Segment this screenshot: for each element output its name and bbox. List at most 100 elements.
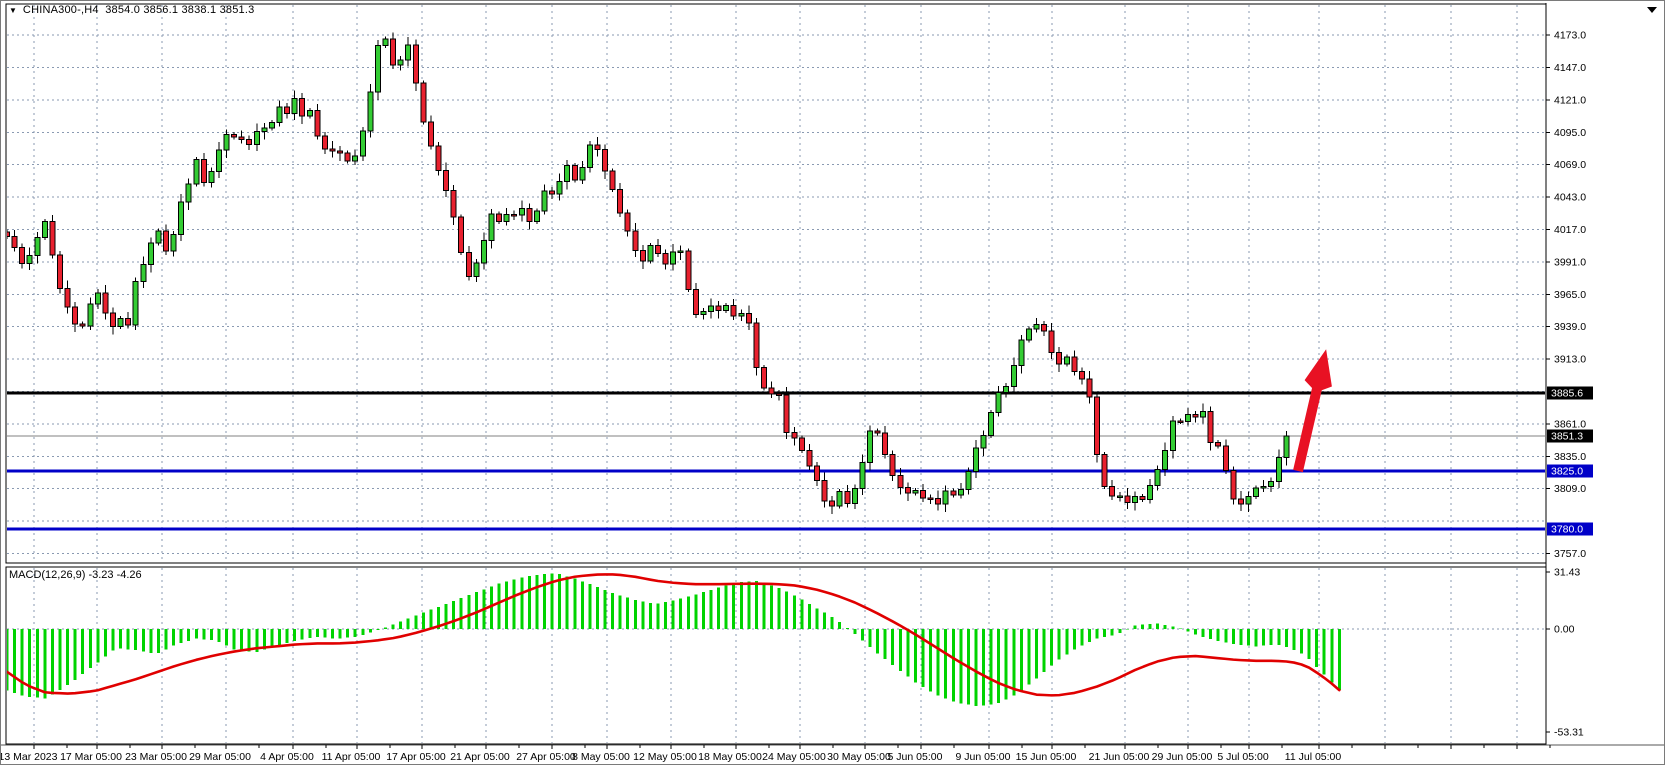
candle-bullish xyxy=(851,488,858,505)
candle-bearish xyxy=(806,450,813,467)
up-arrow-shape xyxy=(1293,349,1332,473)
candle-bearish xyxy=(1094,396,1101,456)
candle-bearish xyxy=(685,250,692,291)
price-axis-label: 3757.0 xyxy=(1554,548,1586,560)
candle-bullish xyxy=(541,190,548,212)
price-axis-label: 4017.0 xyxy=(1554,224,1586,236)
candle-bullish xyxy=(382,38,389,46)
candle-bullish xyxy=(185,183,192,203)
time-axis-label: 23 Mar 05:00 xyxy=(125,751,187,763)
candle-bearish xyxy=(79,323,86,327)
candle-bearish xyxy=(571,164,578,181)
candle-bullish xyxy=(405,44,412,61)
candle-bullish xyxy=(261,127,268,132)
candle-bullish xyxy=(1268,481,1275,488)
candle-bullish xyxy=(1025,328,1032,341)
candle-bearish xyxy=(1230,469,1237,500)
candle-bearish xyxy=(624,212,631,232)
candle-bearish xyxy=(11,235,18,248)
ohlc-open: 3854.0 xyxy=(105,4,141,16)
candle-bearish xyxy=(844,491,851,505)
candle-bearish xyxy=(427,121,434,147)
price-axis-label: 4173.0 xyxy=(1554,30,1586,42)
candle-bullish xyxy=(518,208,525,216)
candle-bearish xyxy=(465,251,472,278)
candle-bullish xyxy=(178,201,185,236)
candle-bearish xyxy=(897,475,904,489)
price-axis-label: 3939.0 xyxy=(1554,321,1586,333)
candle-bullish xyxy=(980,435,987,449)
candle-bullish xyxy=(965,470,972,490)
price-axis-label: 4069.0 xyxy=(1554,159,1586,171)
candle-bearish xyxy=(1109,485,1116,497)
candle-bullish xyxy=(533,210,540,222)
candle-bullish xyxy=(1283,435,1290,458)
candle-bullish xyxy=(723,304,730,311)
time-axis-label: 5 Jul 05:00 xyxy=(1217,751,1269,763)
symbol-dropdown-icon[interactable]: ▼ xyxy=(9,5,17,15)
candle-bearish xyxy=(450,189,457,218)
candle-bullish xyxy=(912,489,919,494)
candle-bullish xyxy=(988,411,995,437)
candle-bearish xyxy=(745,312,752,324)
candle-bullish xyxy=(1275,456,1282,483)
macd-indicator-label: MACD(12,26,9) -3.23 -4.26 xyxy=(9,569,142,581)
candle-bearish xyxy=(344,152,351,162)
time-axis-label: 5 Jun 05:00 xyxy=(888,751,943,763)
candle-bearish xyxy=(753,322,760,369)
candle-bullish xyxy=(488,213,495,242)
candle-bearish xyxy=(1056,351,1063,365)
candle-bullish xyxy=(473,262,480,278)
candle-bullish xyxy=(193,158,200,185)
candle-bearish xyxy=(1071,356,1078,373)
candle-bearish xyxy=(829,500,836,507)
candle-bearish xyxy=(72,306,79,325)
candle-bullish xyxy=(1033,324,1040,330)
candle-bullish xyxy=(866,430,873,464)
candle-bullish xyxy=(1154,468,1161,486)
candle-bearish xyxy=(420,82,427,123)
candle-bullish xyxy=(957,488,964,496)
candle-bullish xyxy=(1169,420,1176,452)
candle-bearish xyxy=(874,430,881,434)
candle-bullish xyxy=(352,155,359,162)
candle-bearish xyxy=(1222,445,1229,471)
candle-bullish xyxy=(1131,496,1138,503)
price-level-badge xyxy=(1547,522,1593,536)
candle-bearish xyxy=(299,97,306,117)
price-level-badge xyxy=(1547,429,1593,443)
candle-bearish xyxy=(1078,371,1085,380)
price-axis-label: 4095.0 xyxy=(1554,127,1586,139)
candle-bearish xyxy=(231,134,238,138)
candle-bearish xyxy=(329,148,336,152)
price-axis-label: 4147.0 xyxy=(1554,62,1586,74)
candle-bearish xyxy=(1207,411,1214,443)
candle-bearish xyxy=(715,305,722,311)
symbol-info: ▼ CHINA300-,H4 3854.0 3856.1 3838.1 3851… xyxy=(9,4,254,16)
candle-bearish xyxy=(1192,414,1199,418)
candle-bullish xyxy=(359,130,366,157)
price-axis-label: 3835.0 xyxy=(1554,451,1586,463)
time-axis-label: 29 Mar 05:00 xyxy=(189,751,251,763)
candle-bearish xyxy=(730,304,737,317)
candle-bullish xyxy=(132,281,139,326)
macd-axis-label: -53.31 xyxy=(1554,726,1584,738)
candle-bearish xyxy=(1124,495,1131,503)
candle-bearish xyxy=(511,214,518,217)
candle-bearish xyxy=(321,135,328,150)
candle-bearish xyxy=(1237,498,1244,505)
candle-bullish xyxy=(268,122,275,129)
candle-bearish xyxy=(783,394,790,433)
candle-bearish xyxy=(435,145,442,171)
candle-bullish xyxy=(942,490,949,505)
candle-bearish xyxy=(1086,378,1093,398)
candle-bullish xyxy=(564,164,571,182)
candle-bullish xyxy=(1063,356,1070,365)
candle-bullish xyxy=(1260,486,1267,489)
candle-bullish xyxy=(995,391,1002,413)
candle-bearish xyxy=(639,249,646,262)
scroll-marker-icon[interactable] xyxy=(1647,7,1657,13)
time-axis-label: 11 Apr 05:00 xyxy=(322,751,381,763)
candle-bullish xyxy=(117,317,124,328)
